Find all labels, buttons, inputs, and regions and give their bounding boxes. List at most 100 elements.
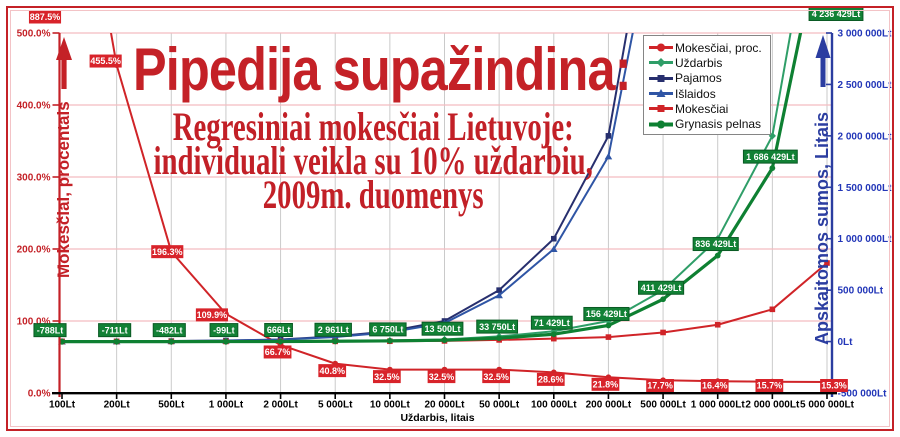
data-point-label: 32.5% <box>374 372 400 382</box>
chart-subtitle-line: individuali veikla su 10% uždarbiu, <box>153 138 593 183</box>
x-axis-tick-label: 20 000Lt <box>424 400 465 411</box>
legend-item-islaidos: Išlaidos <box>648 86 768 101</box>
data-point-label: 13 500Lt <box>424 324 460 334</box>
data-point-label-box <box>209 323 239 338</box>
left-axis-tick-label: 400.0% <box>17 101 51 112</box>
chart-legend: Mokesčiai, proc. Uždarbis Pajamos Išlaid… <box>643 35 771 135</box>
data-point-label-box <box>421 321 464 336</box>
chart-subtitle-line: Regresiniai mokesčiai Lietuvoje: <box>172 104 574 149</box>
legend-item-mokesciai: Mokesčiai <box>648 101 768 116</box>
data-point-label: 15.7% <box>757 381 783 391</box>
data-point-label-box <box>692 237 739 252</box>
legend-marker-triangle-icon <box>649 89 673 98</box>
legend-label: Mokesčiai, proc. <box>675 40 762 55</box>
data-point-label: 196.3% <box>152 247 183 257</box>
chart-subtitle-line: 2009m. duomenys <box>262 172 484 217</box>
left-axis-tick-label: 200.0% <box>17 245 51 256</box>
series-Grynasis pelnas <box>59 33 803 345</box>
data-point-label: 836 429Lt <box>695 239 736 249</box>
data-point-label-box <box>264 323 293 338</box>
legend-item-grynasis-pelnas: Grynasis pelnas <box>648 116 768 131</box>
data-point-label: 15.3% <box>821 381 847 391</box>
legend-item-pajamos: Pajamos <box>648 71 768 86</box>
x-axis-tick-label: 200Lt <box>104 400 131 411</box>
data-point-label-box <box>637 280 685 295</box>
data-point-label: 40.8% <box>319 366 345 376</box>
x-axis-tick-label: 50 000Lt <box>479 400 520 411</box>
x-axis-tick-label: 500 000Lt <box>640 400 686 411</box>
data-point-label-box <box>476 319 519 334</box>
legend-label: Pajamos <box>675 71 722 86</box>
left-axis-title: Mokesčiai, procentais <box>54 101 73 278</box>
data-point-label-box <box>28 10 62 24</box>
data-labels: 887.5% 455.5% 196.3% 109.9% 66.7% 40.8% 32.5% 3… <box>28 7 864 392</box>
legend-marker-circle-icon <box>649 120 673 129</box>
chart-subtitle: Regresiniai mokesčiai Lietuvoje: individ… <box>150 104 596 217</box>
data-point-label-box <box>314 322 352 337</box>
data-point-label-box <box>591 377 620 391</box>
legend-marker-circle-icon <box>649 43 673 52</box>
legend-item-uzdarbis: Uždarbis <box>648 55 768 70</box>
legend-label: Mokesčiai <box>675 101 729 116</box>
data-point-label-box <box>583 306 630 321</box>
left-axis-tick-label: 0.0% <box>28 389 51 400</box>
legend-marker-square-icon <box>649 105 673 113</box>
axes: 0.0% 100.0% 200.0% 300.0% 400.0% 500.0% -500 0… <box>17 29 893 425</box>
data-point-label: 33 750Lt <box>479 322 515 332</box>
x-axis-tick-label: 10 000Lt <box>370 400 411 411</box>
legend-label: Išlaidos <box>675 86 716 101</box>
x-axis-tick-label: 1 000Lt <box>209 400 244 411</box>
legend-label: Grynasis pelnas <box>675 117 762 132</box>
data-point-label-box <box>820 379 848 392</box>
data-point-label: 455.5% <box>90 56 121 66</box>
data-point-label-box <box>263 345 292 359</box>
data-point-label-box <box>427 370 456 384</box>
data-point-label-box <box>369 322 407 337</box>
x-axis-tick-label: 5 000 000Lt <box>800 400 855 411</box>
data-point-label: 4 236 429Lt <box>812 9 861 19</box>
x-axis-tick-label: 100Lt <box>49 400 76 411</box>
x-axis-tick-label: 100 000Lt <box>531 400 577 411</box>
legend-marker-square-icon <box>649 74 673 82</box>
x-axis-tick-label: 5 000Lt <box>318 400 353 411</box>
x-axis-tick-label: 2 000Lt <box>263 400 298 411</box>
x-axis-tick-label: 200 000Lt <box>586 400 632 411</box>
data-point-label: 17.7% <box>647 381 673 391</box>
data-point-label: 6 750Lt <box>372 325 403 335</box>
data-point-label: -99Lt <box>213 325 235 335</box>
legend-marker-diamond-icon <box>649 58 673 68</box>
data-point-label: 71 429Lt <box>534 318 570 328</box>
left-axis-tick-label: 300.0% <box>17 173 51 184</box>
data-point-label: 156 429Lt <box>586 309 627 319</box>
right-axis-tick-label: -500 000Lt <box>838 389 888 400</box>
data-point-label: 887.5% <box>30 12 61 22</box>
right-axis-tick-label: 500 000Lt <box>838 286 884 297</box>
data-point-label-box <box>195 308 228 322</box>
x-axis-tick-label: 1 000 000Lt <box>691 400 746 411</box>
data-point-label-box <box>536 372 565 386</box>
data-point-label-box <box>89 54 122 68</box>
left-axis-tick-label: 100.0% <box>17 317 51 328</box>
data-point-label: 66.7% <box>265 347 291 357</box>
data-point-label-box <box>755 379 784 392</box>
data-point-label-box <box>318 364 347 378</box>
right-axis-tick-label: 0Lt <box>838 337 854 348</box>
data-point-label: 16.4% <box>702 381 728 391</box>
data-point-label-box <box>700 379 729 392</box>
data-point-label: 411 429Lt <box>641 283 682 293</box>
data-point-label-box <box>33 323 67 338</box>
data-point-label: 32.5% <box>429 372 455 382</box>
right-axis-tick-label: 1 500 000Lt <box>838 183 893 194</box>
data-point-label: -788Lt <box>37 325 64 335</box>
data-point-label: 1 686 429Lt <box>746 152 795 162</box>
right-axis-tick-label: 2 500 000Lt <box>838 80 893 91</box>
data-point-label: 21.8% <box>593 380 619 390</box>
data-point-label-box <box>530 315 573 330</box>
data-point-label: -482Lt <box>156 325 183 335</box>
data-point-label: -711Lt <box>102 325 128 335</box>
chart-title: Pipedija supažindina: <box>133 36 631 103</box>
data-point-label-box <box>372 370 401 384</box>
right-axis-tick-label: 3 000 000Lt <box>838 29 893 40</box>
data-point-label-box <box>482 370 511 384</box>
data-point-label: 2 961Lt <box>318 325 349 335</box>
